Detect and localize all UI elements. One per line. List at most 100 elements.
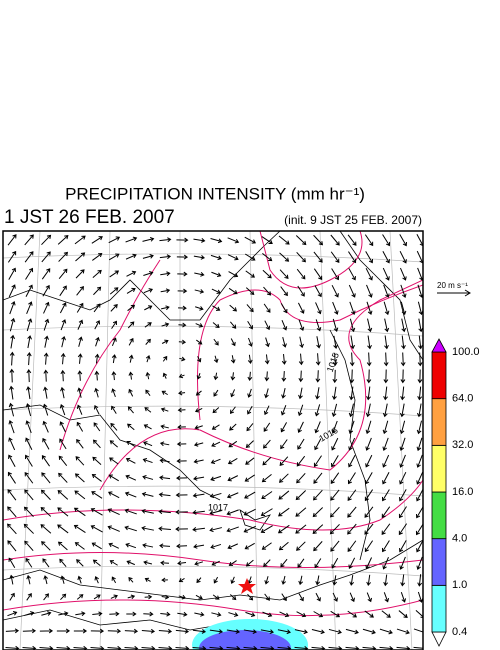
wind-vectors — [5, 234, 423, 650]
wind-arrow — [194, 612, 205, 617]
wind-arrow — [366, 284, 373, 298]
wind-arrow — [59, 558, 67, 567]
wind-arrow — [329, 506, 340, 518]
wind-arrow — [22, 628, 37, 634]
wind-arrow — [298, 370, 304, 383]
wind-arrow — [263, 303, 271, 313]
wind-arrow — [41, 472, 51, 484]
wind-arrow — [230, 372, 236, 381]
wind-arrow — [178, 305, 187, 311]
wind-arrow — [332, 386, 337, 401]
wind-arrow — [73, 628, 88, 634]
wind-arrow — [175, 509, 188, 515]
wind-arrow — [111, 354, 117, 364]
wind-arrow — [212, 305, 221, 311]
wind-arrow — [262, 456, 272, 466]
wind-arrow — [126, 287, 136, 294]
wind-arrow — [90, 525, 103, 533]
wind-arrow — [247, 593, 254, 601]
wind-arrow — [367, 318, 373, 333]
wind-arrow — [229, 594, 237, 601]
wind-arrow — [315, 387, 320, 400]
wind-arrow — [77, 319, 84, 330]
wind-arrow — [347, 489, 357, 501]
wind-arrow — [417, 574, 423, 587]
wind-arrow — [75, 611, 86, 617]
wind-arrow — [158, 509, 171, 515]
colorbar-under — [431, 631, 447, 647]
wind-arrow — [40, 524, 52, 534]
wind-arrow — [145, 338, 151, 345]
wind-arrow — [178, 578, 185, 583]
wind-arrow — [109, 270, 120, 278]
wind-arrow — [349, 352, 355, 367]
wind-arrow — [244, 236, 257, 244]
wind-arrow — [313, 611, 324, 618]
wind-arrow — [399, 403, 405, 418]
wind-arrow — [128, 354, 134, 363]
wind-arrow — [244, 542, 255, 550]
wind-arrow — [77, 353, 83, 364]
wind-arrow — [77, 575, 82, 584]
wind-arrow — [245, 270, 255, 278]
wind-arrow — [381, 489, 390, 502]
wind-arrow — [348, 420, 355, 435]
wind-arrow — [58, 268, 68, 279]
wind-arrow — [94, 370, 100, 381]
wind-arrow — [211, 560, 220, 566]
wind-arrow — [295, 235, 307, 246]
wind-arrow — [76, 421, 84, 432]
wind-arrow — [416, 471, 423, 485]
wind-arrow — [159, 237, 172, 243]
wind-arrow — [124, 491, 137, 498]
wind-arrow — [331, 268, 340, 281]
wind-arrow — [93, 405, 100, 415]
wind-arrow — [59, 285, 67, 297]
wind-arrow — [92, 269, 102, 278]
wind-arrow — [111, 320, 117, 329]
wind-arrow — [109, 611, 120, 617]
wind-arrow — [211, 424, 220, 430]
wind-arrow — [125, 542, 137, 549]
wind-arrow — [8, 420, 15, 434]
wind-arrow — [244, 491, 256, 499]
wind-arrow — [413, 646, 423, 649]
wind-arrow — [40, 489, 51, 501]
figure-title: PRECIPITATION INTENSITY (mm hr⁻¹) — [65, 184, 365, 203]
wind-arrow — [197, 356, 202, 363]
wind-arrow — [110, 594, 118, 599]
wind-arrow — [195, 306, 204, 311]
valid-time: 1 JST 26 FEB. 2007 — [4, 207, 175, 228]
wind-arrow — [228, 560, 237, 566]
wind-arrow — [127, 406, 134, 414]
wind-arrow — [178, 339, 187, 345]
wind-arrow — [347, 472, 356, 485]
wind-arrow — [262, 611, 273, 618]
wind-arrow — [77, 387, 82, 398]
wind-arrow — [348, 284, 356, 298]
wind-arrow — [416, 556, 423, 570]
wind-arrow — [330, 455, 339, 468]
wind-arrow — [365, 557, 373, 570]
wind-arrow — [296, 541, 306, 551]
wind-arrow — [74, 490, 86, 500]
wind-arrow — [383, 352, 389, 367]
wind-arrow — [127, 594, 136, 600]
wind-arrow — [244, 253, 256, 261]
wind-arrow — [108, 474, 119, 482]
isobar-label: 1017 — [208, 502, 228, 512]
wind-arrow — [399, 420, 406, 435]
wind-arrow — [73, 507, 86, 517]
wind-arrow — [40, 506, 52, 517]
wind-arrow — [229, 406, 236, 414]
wind-arrow — [144, 577, 151, 583]
wind-arrow — [76, 559, 84, 567]
wind-arrow — [228, 440, 238, 448]
wind-arrow — [26, 301, 33, 315]
wind-arrow — [145, 389, 151, 397]
wind-arrow — [418, 318, 423, 333]
wind-arrow — [383, 386, 388, 401]
wind-arrow — [143, 424, 152, 430]
wind-arrow — [57, 235, 69, 245]
wind-arrow — [247, 320, 253, 330]
